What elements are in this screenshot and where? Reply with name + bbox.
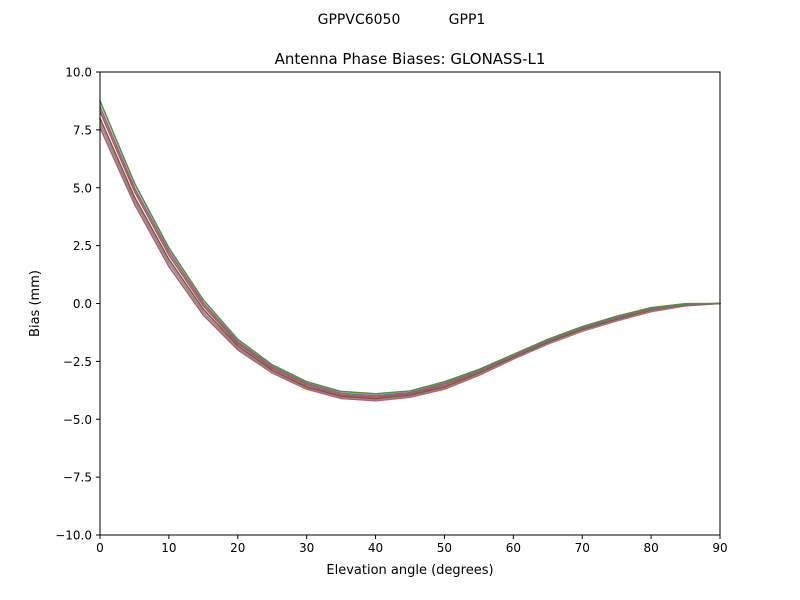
series-line-5: [99, 105, 721, 397]
y-tick-label: 10.0: [65, 66, 92, 80]
x-tick-label: 90: [712, 541, 727, 555]
y-axis: 10.0 7.5 5.0 2.5 0.0 −2.5 −5.0 −7.5 −10.0: [55, 66, 100, 543]
y-tick-label: −10.0: [55, 529, 92, 543]
y-axis-label: Bias (mm): [28, 270, 43, 337]
figure-suptitle-left: GPPVC6050: [318, 12, 401, 28]
chart-title: Antenna Phase Biases: GLONASS-L1: [275, 50, 546, 68]
y-tick-label: −2.5: [63, 355, 92, 369]
figure-suptitle-right: GPP1: [449, 12, 486, 28]
y-tick-label: 2.5: [73, 239, 92, 253]
x-axis-label: Elevation angle (degrees): [326, 563, 493, 578]
series-line-6: [99, 100, 721, 395]
y-tick-label: −5.0: [63, 413, 92, 427]
x-tick-label: 20: [230, 541, 245, 555]
x-tick-label: 60: [506, 541, 521, 555]
x-tick-label: 0: [96, 541, 104, 555]
y-tick-label: 7.5: [73, 123, 92, 137]
y-tick-label: −7.5: [63, 471, 92, 485]
y-tick-label: 5.0: [73, 181, 92, 195]
series-line-3: [99, 117, 721, 400]
x-tick-label: 10: [161, 541, 176, 555]
plot-area: [99, 100, 721, 402]
y-tick-label: 0.0: [73, 297, 92, 311]
x-tick-label: 30: [299, 541, 314, 555]
x-tick-label: 50: [437, 541, 452, 555]
x-tick-label: 80: [643, 541, 658, 555]
x-tick-label: 70: [575, 541, 590, 555]
series-line-2: [99, 122, 721, 401]
x-axis: 0 10 20 30 40 50 60 70 80 90: [96, 535, 728, 555]
x-tick-label: 40: [368, 541, 383, 555]
